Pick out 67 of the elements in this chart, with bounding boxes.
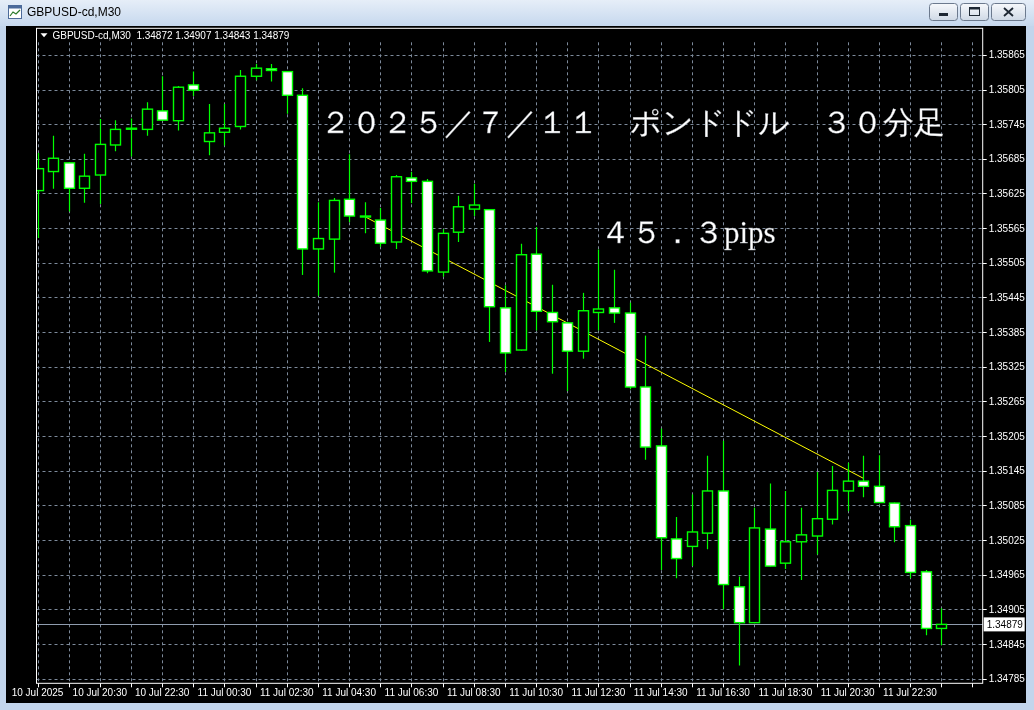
y-tick-label: 1.35865	[988, 49, 1026, 61]
x-tick-label: 11 Jul 14:30	[633, 687, 689, 699]
x-tick-label: 11 Jul 22:30	[883, 687, 938, 699]
candlestick	[468, 183, 481, 217]
x-tick-label: 10 Jul 20:30	[72, 687, 128, 699]
ref-line-label: 1.34879	[986, 618, 1024, 630]
candlestick	[795, 507, 808, 581]
x-tick-label: 11 Jul 12:30	[571, 687, 626, 699]
x-tick-label: 11 Jul 18:30	[758, 687, 813, 699]
candlestick	[109, 119, 122, 152]
y-tick-label: 1.35565	[988, 222, 1026, 234]
y-tick-label: 1.35145	[988, 465, 1026, 477]
y-tick-label: 1.35205	[988, 430, 1026, 442]
y-tick-label: 1.35385	[988, 326, 1026, 338]
x-tick-label: 11 Jul 16:30	[696, 687, 751, 699]
y-tick-label: 1.34905	[988, 603, 1026, 615]
candlestick	[842, 462, 855, 512]
y-tick-label: 1.34785	[988, 673, 1026, 685]
y-tick-label: 1.35685	[988, 153, 1026, 165]
candlestick	[359, 201, 372, 234]
y-tick-label: 1.35625	[988, 187, 1026, 199]
candlestick	[811, 471, 824, 556]
chart-title: GBPUSD-cd,M30	[27, 5, 122, 19]
annotation: ４５．３pips	[600, 215, 776, 250]
candlestick	[141, 101, 154, 137]
candlestick	[608, 269, 621, 324]
annotation: ２０２５／７／１１ ポンドドル ３０分足	[320, 105, 945, 140]
candlestick	[156, 75, 169, 122]
candlestick	[935, 607, 948, 646]
y-tick-label: 1.35265	[988, 395, 1026, 407]
y-tick-label: 1.35805	[988, 84, 1026, 96]
x-tick-label: 11 Jul 10:30	[509, 687, 564, 699]
x-tick-label: 10 Jul 22:30	[134, 687, 190, 699]
candlestick	[888, 501, 901, 543]
candlestick	[281, 70, 294, 115]
candlestick	[343, 153, 356, 223]
y-tick-label: 1.35025	[988, 534, 1026, 546]
candlestick	[592, 248, 605, 331]
candlestick	[670, 516, 683, 579]
y-tick-label: 1.35745	[988, 118, 1026, 130]
y-tick-label: 1.35505	[988, 257, 1026, 269]
x-tick-label: 11 Jul 20:30	[820, 687, 875, 699]
y-tick-label: 1.35445	[988, 291, 1026, 303]
x-tick-label: 11 Jul 08:30	[446, 687, 502, 699]
candlestick	[203, 103, 216, 156]
chart-subtitle: GBPUSD-cd,M30 1.34872 1.34907 1.34843 1.34879	[52, 30, 290, 42]
candlestick	[47, 135, 60, 190]
candlestick	[779, 490, 792, 570]
candlestick	[78, 153, 91, 204]
candlestick	[405, 171, 418, 204]
candlestick	[686, 493, 699, 567]
x-tick-label: 11 Jul 02:30	[259, 687, 315, 699]
candlestick	[374, 207, 387, 248]
candlestick	[312, 201, 325, 297]
y-tick-label: 1.34845	[988, 638, 1026, 650]
y-tick-label: 1.35085	[988, 499, 1026, 511]
x-tick-label: 10 Jul 2025	[11, 687, 64, 699]
y-tick-label: 1.35325	[988, 361, 1026, 373]
candlestick	[546, 284, 559, 375]
candlestick	[857, 455, 870, 498]
x-tick-label: 11 Jul 00:30	[197, 687, 252, 699]
candlestick	[218, 103, 231, 147]
candlestick	[187, 71, 200, 97]
x-tick-label: 11 Jul 04:30	[322, 687, 377, 699]
y-tick-label: 1.34965	[988, 569, 1026, 581]
x-tick-label: 11 Jul 06:30	[384, 687, 439, 699]
candlestick	[873, 454, 886, 504]
